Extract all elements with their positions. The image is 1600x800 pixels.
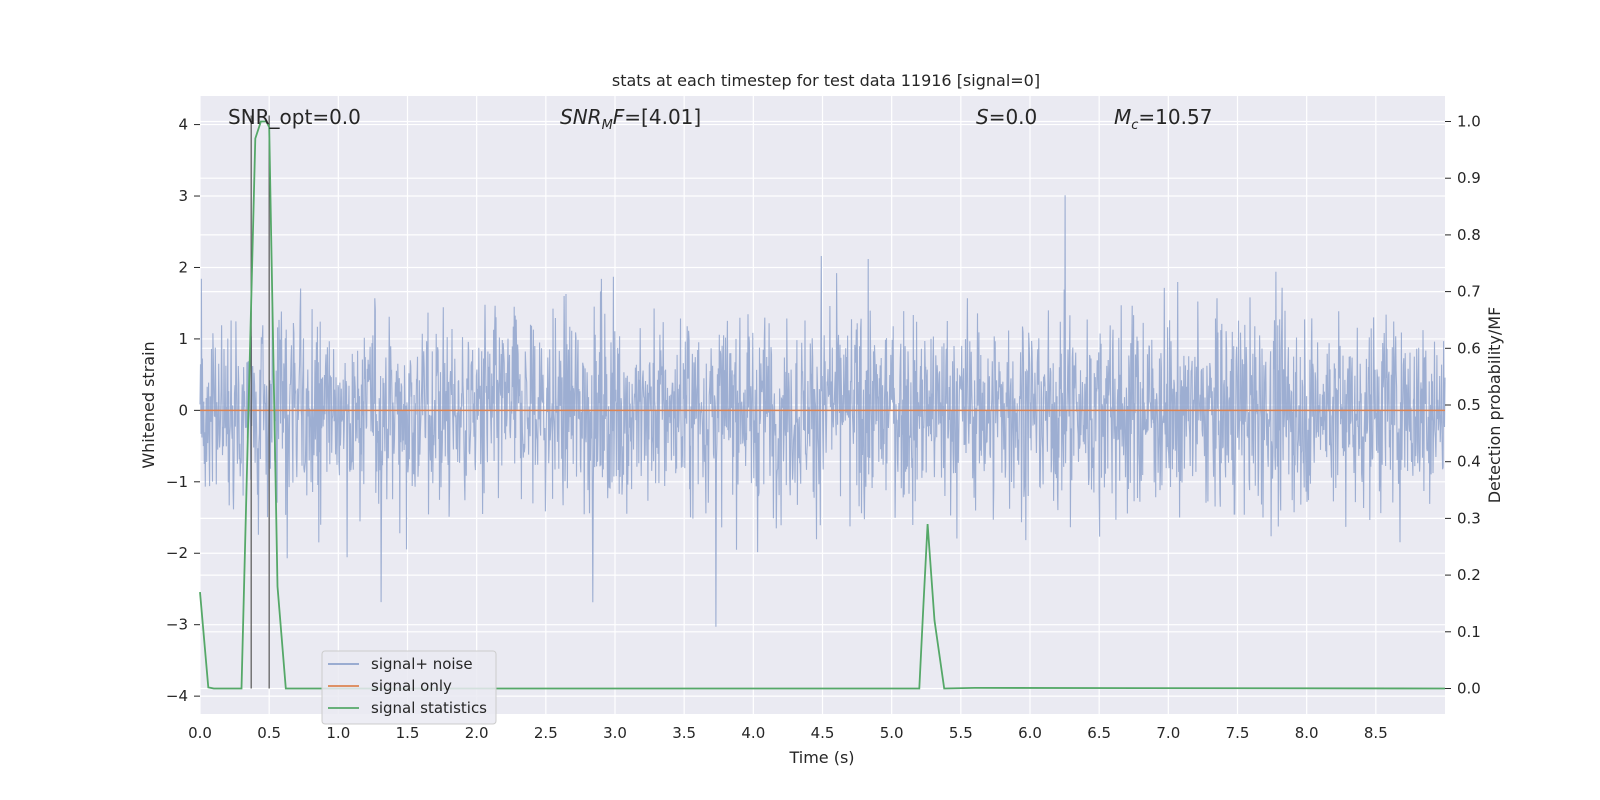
x-tick-label: 4.5 (811, 724, 835, 742)
chart-title: stats at each timestep for test data 119… (612, 71, 1040, 90)
y-right-tick-label: 0.4 (1457, 453, 1481, 471)
y-tick-label: 0 (178, 401, 188, 419)
x-tick-label: 8.5 (1364, 724, 1388, 742)
s-symbol: S (976, 105, 989, 129)
axis-ticks: 0.0 0.5 1.0 1.5 2.0 2.5 3.0 3.5 4.0 4.5 5.0 5.5 6.0 6… (166, 113, 1481, 742)
mc-annotation: Mc=10.57 (1114, 105, 1212, 133)
x-tick-label: 4.0 (741, 724, 765, 742)
y-tick-label: 4 (178, 116, 188, 134)
y-tick-label: 2 (178, 258, 188, 276)
y-right-tick-label: 0.6 (1457, 339, 1481, 357)
y-right-tick-label: 0.0 (1457, 679, 1481, 697)
y-right-axis-label: Detection probability/MF (1485, 307, 1504, 504)
legend-label-signal-statistics: signal statistics (371, 699, 487, 717)
snr-mf-symbol-2: F (613, 105, 625, 129)
y-right-tick-label: 0.9 (1457, 169, 1481, 187)
x-tick-label: 2.0 (465, 724, 489, 742)
x-tick-label: 7.5 (1226, 724, 1250, 742)
signal-statistics-line (199, 120, 1446, 690)
legend-label-signal-noise: signal+ noise (371, 655, 473, 673)
snr-opt-annotation: SNR_opt=0.0 (228, 105, 361, 129)
snr-mf-subscript: M (602, 118, 613, 133)
snr-mf-symbol: SNR (560, 105, 602, 129)
y-axis-label: Whitened strain (139, 341, 158, 468)
y-tick-label: 3 (178, 187, 188, 205)
x-tick-label: 7.0 (1156, 724, 1180, 742)
y-tick-label: −3 (166, 616, 188, 634)
y-right-tick-label: 0.7 (1457, 283, 1481, 301)
x-tick-label: 0.5 (257, 724, 281, 742)
x-tick-label: 8.0 (1295, 724, 1319, 742)
x-tick-label: 2.5 (534, 724, 558, 742)
mc-subscript: c (1131, 118, 1138, 133)
x-axis-label: Time (s) (788, 748, 854, 767)
mc-value: =10.57 (1138, 105, 1212, 129)
y-right-tick-label: 0.5 (1457, 396, 1481, 414)
x-tick-label: 3.0 (603, 724, 627, 742)
snr-mf-value: =[4.01] (624, 105, 701, 129)
y-right-tick-label: 0.2 (1457, 566, 1481, 584)
legend-label-signal-only: signal only (371, 677, 452, 695)
x-tick-label: 6.5 (1087, 724, 1111, 742)
signal-noise-path (199, 195, 1446, 627)
legend-box (321, 650, 497, 725)
y-tick-label: −4 (166, 687, 188, 705)
y-right-tick-label: 0.8 (1457, 226, 1481, 244)
x-tick-label: 5.5 (949, 724, 973, 742)
s-value: =0.0 (989, 105, 1038, 129)
s-annotation: S=0.0 (976, 105, 1037, 129)
snr-mf-annotation: SNRMF=[4.01] (560, 105, 701, 133)
y-right-tick-label: 0.3 (1457, 509, 1481, 527)
x-tick-label: 0.0 (188, 724, 212, 742)
x-tick-label: 1.5 (396, 724, 420, 742)
y-right-tick-label: 0.1 (1457, 623, 1481, 641)
legend: signal+ noise signal only signal statist… (321, 650, 497, 725)
mc-symbol: M (1114, 105, 1131, 129)
signal-noise-line (199, 195, 1446, 627)
x-tick-label: 3.5 (672, 724, 696, 742)
y-right-tick-label: 1.0 (1457, 113, 1481, 131)
x-tick-label: 1.0 (326, 724, 350, 742)
y-tick-label: −1 (166, 473, 188, 491)
vertical-markers (250, 115, 270, 689)
signal-statistics-path (199, 120, 1446, 690)
x-tick-label: 6.0 (1018, 724, 1042, 742)
y-tick-label: 1 (178, 330, 188, 348)
x-tick-label: 5.0 (880, 724, 904, 742)
y-tick-label: −2 (166, 544, 188, 562)
